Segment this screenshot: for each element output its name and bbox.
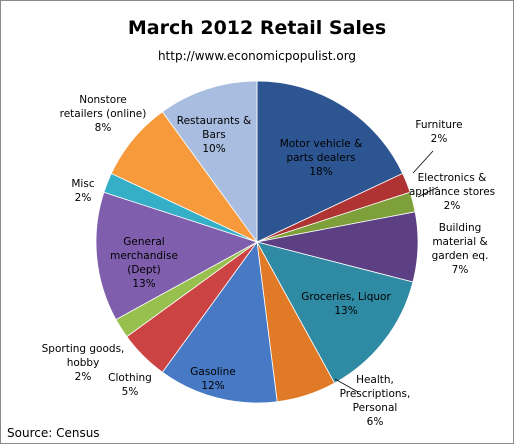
slice-label-line: Building <box>439 222 482 234</box>
pie-slice-12 <box>161 80 258 244</box>
slice-label-line: 10% <box>202 143 225 155</box>
slice-label-line: material & <box>432 236 487 248</box>
slice-label-line: 2% <box>431 133 448 145</box>
slice-label-line: Prescriptions, <box>340 388 411 400</box>
slice-label-line: Sporting goods, <box>42 343 125 355</box>
chart-title: March 2012 Retail Sales <box>128 17 386 39</box>
slice-label-line: hobby <box>67 357 100 369</box>
slice-label-8: Sporting goods, hobby 2% <box>42 343 125 383</box>
slice-label-line: appliance stores <box>409 186 495 198</box>
slice-label-line: merchandise <box>110 250 178 262</box>
slice-label-9: General merchandise (Dept) 13% <box>110 236 178 290</box>
slice-label-line: 2% <box>75 192 92 204</box>
pie-slices <box>95 80 419 404</box>
pie-slice-9 <box>95 191 259 321</box>
slice-label-line: 12% <box>201 380 224 392</box>
slice-label-line: General <box>123 236 164 248</box>
slice-label-line: Misc <box>71 178 94 190</box>
slice-label-line: Nonstore <box>79 94 127 106</box>
pie-slice-6 <box>161 240 278 404</box>
pie-slice-0 <box>256 80 404 243</box>
slice-label-line: Restaurants & <box>177 115 251 127</box>
slice-label-1: Furniture 2% <box>415 119 462 145</box>
slice-label-6: Gasoline 12% <box>190 366 235 392</box>
slice-label-line: Gasoline <box>190 366 235 378</box>
leader-line-2 <box>417 186 439 198</box>
slice-label-line: 7% <box>452 264 469 276</box>
slice-label-line: Motor vehicle & <box>280 138 363 150</box>
slice-label-line: 13% <box>132 278 155 290</box>
chart-source: Source: Census <box>7 426 100 440</box>
slice-label-4: Groceries, Liquor 13% <box>301 291 391 317</box>
slice-label-10: Misc 2% <box>71 178 94 204</box>
slice-label-line: retailers (online) <box>60 108 147 120</box>
chart-subtitle: http://www.economicpopulist.org <box>158 49 356 63</box>
leader-line-5 <box>334 378 359 393</box>
slice-label-line: 5% <box>122 386 139 398</box>
slice-label-12: Restaurants & Bars 10% <box>177 115 251 155</box>
slice-labels: Motor vehicle & parts dealers 18% Furniture… <box>42 94 496 428</box>
slice-label-line: 13% <box>334 305 357 317</box>
slice-label-line: Electronics & <box>418 172 487 184</box>
leader-line-1 <box>412 150 434 174</box>
slice-label-line: 2% <box>75 371 92 383</box>
slice-label-line: Health, <box>356 374 394 386</box>
slice-label-line: Clothing <box>108 372 152 384</box>
slice-label-line: Personal <box>353 402 398 414</box>
slice-label-line: 8% <box>95 122 112 134</box>
slice-label-line: 18% <box>309 166 332 178</box>
slice-label-line: Furniture <box>415 119 462 131</box>
slice-label-line: 2% <box>444 200 461 212</box>
slice-label-11: Nonstore retailers (online) 8% <box>60 94 147 134</box>
leader-lines <box>334 150 439 393</box>
slice-label-line: Bars <box>202 129 225 141</box>
pie-slice-4 <box>256 241 414 384</box>
slice-label-0: Motor vehicle & parts dealers 18% <box>280 138 363 178</box>
slice-label-5: Health, Prescriptions, Personal 6% <box>340 374 411 428</box>
slice-label-line: (Dept) <box>127 264 161 276</box>
slice-label-7: Clothing 5% <box>108 372 152 398</box>
slice-label-3: Building material & garden eq. 7% <box>432 222 489 276</box>
slice-label-line: garden eq. <box>432 250 489 262</box>
slice-label-2: Electronics & appliance stores 2% <box>409 172 495 212</box>
slice-label-line: Groceries, Liquor <box>301 291 391 303</box>
slice-label-line: 6% <box>367 416 384 428</box>
slice-label-line: parts dealers <box>286 152 355 164</box>
